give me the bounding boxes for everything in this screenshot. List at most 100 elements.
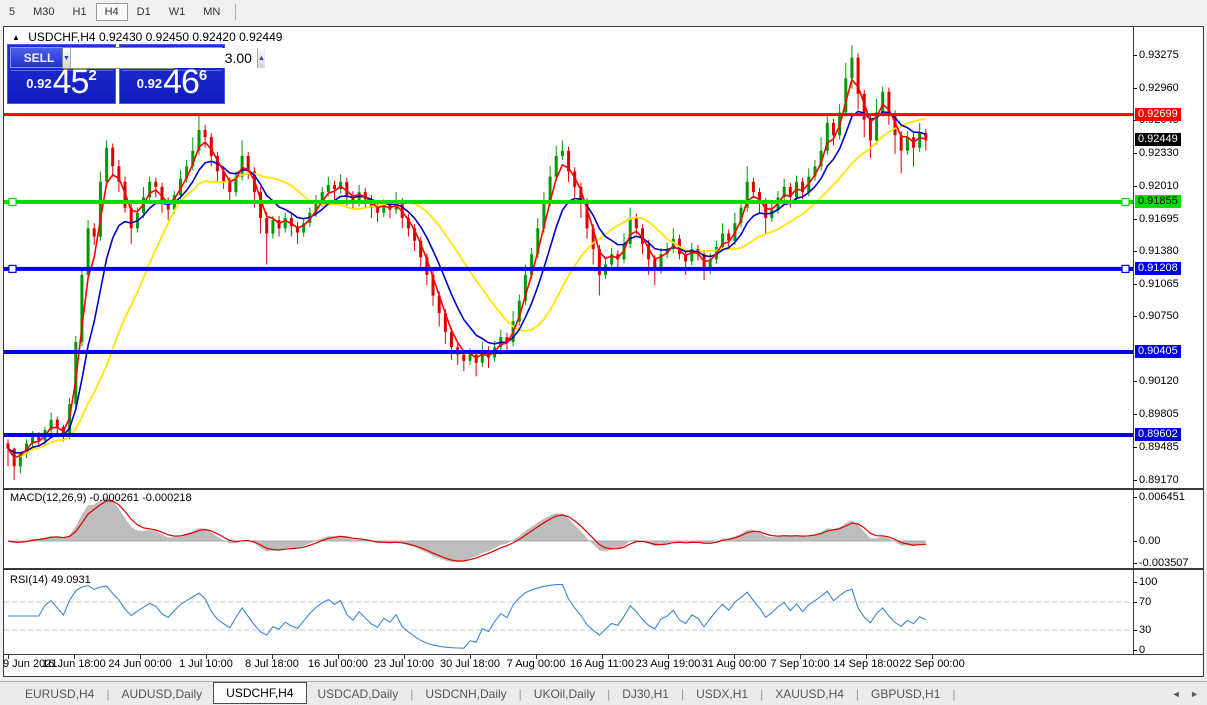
tab-separator: | bbox=[952, 686, 956, 701]
time-tick-mark bbox=[404, 655, 405, 659]
horizontal-level-line[interactable] bbox=[4, 266, 1133, 271]
price-tick-mark bbox=[1133, 153, 1137, 154]
timeframe-button-5[interactable]: 5 bbox=[9, 5, 16, 18]
tab-eurusd-h4[interactable]: EURUSD,H4 bbox=[25, 686, 95, 701]
price-tick-mark bbox=[1133, 251, 1137, 252]
time-tick-label: 23 Jul 10:00 bbox=[374, 658, 434, 670]
price-tick-mark bbox=[1133, 55, 1137, 56]
macd-histogram bbox=[8, 497, 926, 562]
tab-separator: | bbox=[518, 686, 522, 701]
buy-price-big: 46 bbox=[163, 63, 200, 101]
price-tick-label: 0.89805 bbox=[1139, 408, 1179, 421]
tab-separator: | bbox=[106, 686, 110, 701]
tab-separator: | bbox=[607, 686, 611, 701]
tab-separator: | bbox=[410, 686, 414, 701]
tab-xauusd-h4[interactable]: XAUUSD,H4 bbox=[775, 686, 844, 701]
horizontal-level-line[interactable] bbox=[4, 350, 1133, 354]
price-tick-label: 0.91065 bbox=[1139, 277, 1179, 290]
macd-tick-label: 0.006451 bbox=[1139, 491, 1185, 503]
sell-price-big: 45 bbox=[52, 63, 90, 101]
tab-gbpusd-h1[interactable]: GBPUSD,H1 bbox=[871, 686, 941, 701]
price-tick-mark bbox=[1133, 381, 1137, 382]
volume-input[interactable] bbox=[70, 48, 257, 68]
tab-ukoil-daily[interactable]: UKOil,Daily bbox=[533, 686, 596, 701]
price-highlight-label: 0.91855 bbox=[1135, 194, 1181, 208]
price-tick-mark bbox=[1133, 414, 1137, 415]
sell-price: 0.92452 bbox=[8, 63, 115, 102]
rsi-panel-separator[interactable] bbox=[4, 568, 1204, 570]
time-tick-label: 16 Jul 00:00 bbox=[308, 658, 368, 670]
volume-control: ▼ ▲ bbox=[62, 47, 265, 69]
time-tick-mark bbox=[734, 655, 735, 659]
tab-scroll-right-icon[interactable]: ► bbox=[1190, 689, 1199, 699]
time-tick-label: 9 Jun 2021 bbox=[3, 658, 58, 670]
price-tick-mark bbox=[1133, 480, 1137, 481]
horizontal-level-line[interactable] bbox=[4, 433, 1133, 437]
time-tick-label: 23 Aug 19:00 bbox=[635, 658, 701, 670]
tab-scroll-left-icon[interactable]: ◄ bbox=[1171, 689, 1181, 699]
rsi-tick-mark bbox=[1133, 602, 1137, 603]
volume-decrease-icon[interactable]: ▼ bbox=[63, 48, 71, 68]
price-tick-mark bbox=[1133, 219, 1137, 220]
tab-usdchf-h4[interactable]: USDCHF,H4 bbox=[213, 681, 307, 704]
timeframe-button-w1[interactable]: W1 bbox=[168, 5, 186, 18]
price-tick-label: 0.90120 bbox=[1139, 375, 1179, 388]
timeframe-button-d1[interactable]: D1 bbox=[136, 5, 151, 18]
timeframe-button-h1[interactable]: H1 bbox=[72, 5, 87, 18]
tab-usdx-h1[interactable]: USDX,H1 bbox=[696, 686, 749, 701]
rsi-name: RSI(14) bbox=[10, 574, 48, 586]
time-tick-mark bbox=[602, 655, 603, 659]
price-axis-separator bbox=[1133, 27, 1134, 655]
horizontal-level-line[interactable] bbox=[4, 200, 1133, 204]
time-tick-label: 16 Jun 18:00 bbox=[42, 658, 106, 670]
time-tick-label: 16 Aug 11:00 bbox=[569, 658, 635, 670]
price-tick-label: 0.92010 bbox=[1139, 179, 1179, 192]
level-line-handle[interactable] bbox=[8, 197, 17, 207]
ma-mid-line bbox=[7, 110, 927, 454]
main-chart-layer bbox=[4, 45, 1133, 480]
sell-button[interactable]: SELL bbox=[10, 47, 68, 68]
level-line-handle[interactable] bbox=[8, 264, 17, 273]
tab-usdcad-daily[interactable]: USDCAD,Daily bbox=[317, 686, 399, 701]
rsi-tick-label: 0 bbox=[1139, 644, 1146, 656]
price-tick-label: 0.90750 bbox=[1139, 310, 1179, 323]
sell-price-prefix: 0.92 bbox=[26, 76, 52, 91]
rsi-label: RSI(14) 49.0931 bbox=[10, 574, 91, 586]
level-line-handle[interactable] bbox=[1121, 264, 1130, 273]
buy-price-prefix: 0.92 bbox=[136, 76, 163, 91]
rsi-tick-label: 100 bbox=[1139, 576, 1158, 588]
collapse-triangle-icon[interactable]: ▲ bbox=[12, 33, 20, 42]
time-tick-label: 8 Jul 18:00 bbox=[245, 658, 299, 670]
time-tick-mark bbox=[338, 655, 339, 659]
macd-tick-mark bbox=[1133, 541, 1137, 542]
tab-usdcnh-daily[interactable]: USDCNH,Daily bbox=[425, 686, 507, 701]
price-tick-label: 0.89170 bbox=[1139, 473, 1179, 486]
rsi-tick-mark bbox=[1133, 582, 1137, 583]
macd-label: MACD(12,26,9) -0.000261 -0.000218 bbox=[10, 492, 192, 504]
time-tick-mark bbox=[470, 655, 471, 659]
time-tick-label: 24 Jun 00:00 bbox=[108, 658, 172, 670]
timeframe-button-mn[interactable]: MN bbox=[203, 5, 221, 18]
time-tick-label: 1 Jul 10:00 bbox=[179, 658, 233, 670]
macd-panel-separator[interactable] bbox=[4, 488, 1204, 490]
toolbar-separator bbox=[235, 3, 237, 20]
price-highlight-label: 0.91208 bbox=[1135, 261, 1181, 275]
macd-tick-label: 0.00 bbox=[1139, 535, 1161, 547]
horizontal-level-line[interactable] bbox=[4, 113, 1133, 117]
time-tick-mark bbox=[140, 655, 141, 659]
tab-dj30-h1[interactable]: DJ30,H1 bbox=[622, 686, 669, 701]
tab-audusd-daily[interactable]: AUDUSD,Daily bbox=[121, 686, 203, 701]
volume-increase-icon[interactable]: ▲ bbox=[256, 48, 265, 68]
timeframe-button-h4[interactable]: H4 bbox=[95, 2, 128, 21]
timeframe-button-m30[interactable]: M30 bbox=[33, 5, 55, 18]
chart-plot-area[interactable] bbox=[4, 27, 1133, 654]
time-tick-mark bbox=[74, 655, 75, 659]
level-line-handle[interactable] bbox=[1121, 197, 1130, 207]
price-tick-label: 0.92960 bbox=[1139, 81, 1179, 94]
rsi-value: 49.0931 bbox=[50, 574, 91, 586]
time-tick-label: 22 Sep 00:00 bbox=[899, 658, 965, 670]
price-tick-mark bbox=[1133, 284, 1137, 285]
time-tick-mark bbox=[668, 655, 669, 659]
price-tick-mark bbox=[1133, 447, 1137, 448]
time-tick-mark bbox=[206, 655, 207, 659]
